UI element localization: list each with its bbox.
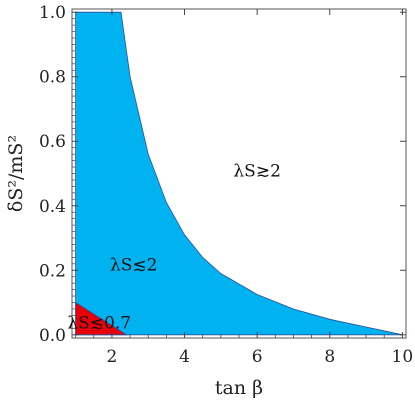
y-tick-label: 0.2	[39, 261, 66, 281]
region-annotation-1: λS≲2	[110, 255, 157, 275]
y-tick-label: 0.4	[39, 197, 66, 217]
ticks: 2 4 6 8 10 0.0 0.2 0.4 0.6 0.8 1.0	[39, 3, 413, 367]
y-tick-label: 0.8	[39, 68, 66, 88]
y-axis-label: δS²/mS²	[5, 135, 27, 212]
x-tick-label: 8	[324, 347, 335, 367]
labels: tan β δS²/mS² λS≳2 λS≲2 λS≲0.7	[5, 135, 281, 399]
region-1	[75, 301, 128, 336]
regions	[75, 11, 403, 336]
x-axis-label: tan β	[215, 377, 263, 399]
region-0	[75, 11, 403, 336]
y-tick-label: 1.0	[39, 3, 66, 23]
x-tick-label: 2	[107, 347, 118, 367]
region-annotation-2: λS≲0.7	[67, 313, 131, 333]
y-tick-label: 0.6	[39, 132, 66, 152]
x-tick-label: 4	[179, 347, 190, 367]
x-tick-label: 6	[252, 347, 263, 367]
x-tick-label: 10	[392, 347, 414, 367]
y-tick-label: 0.0	[39, 326, 66, 346]
region-annotation-0: λS≳2	[233, 162, 280, 182]
